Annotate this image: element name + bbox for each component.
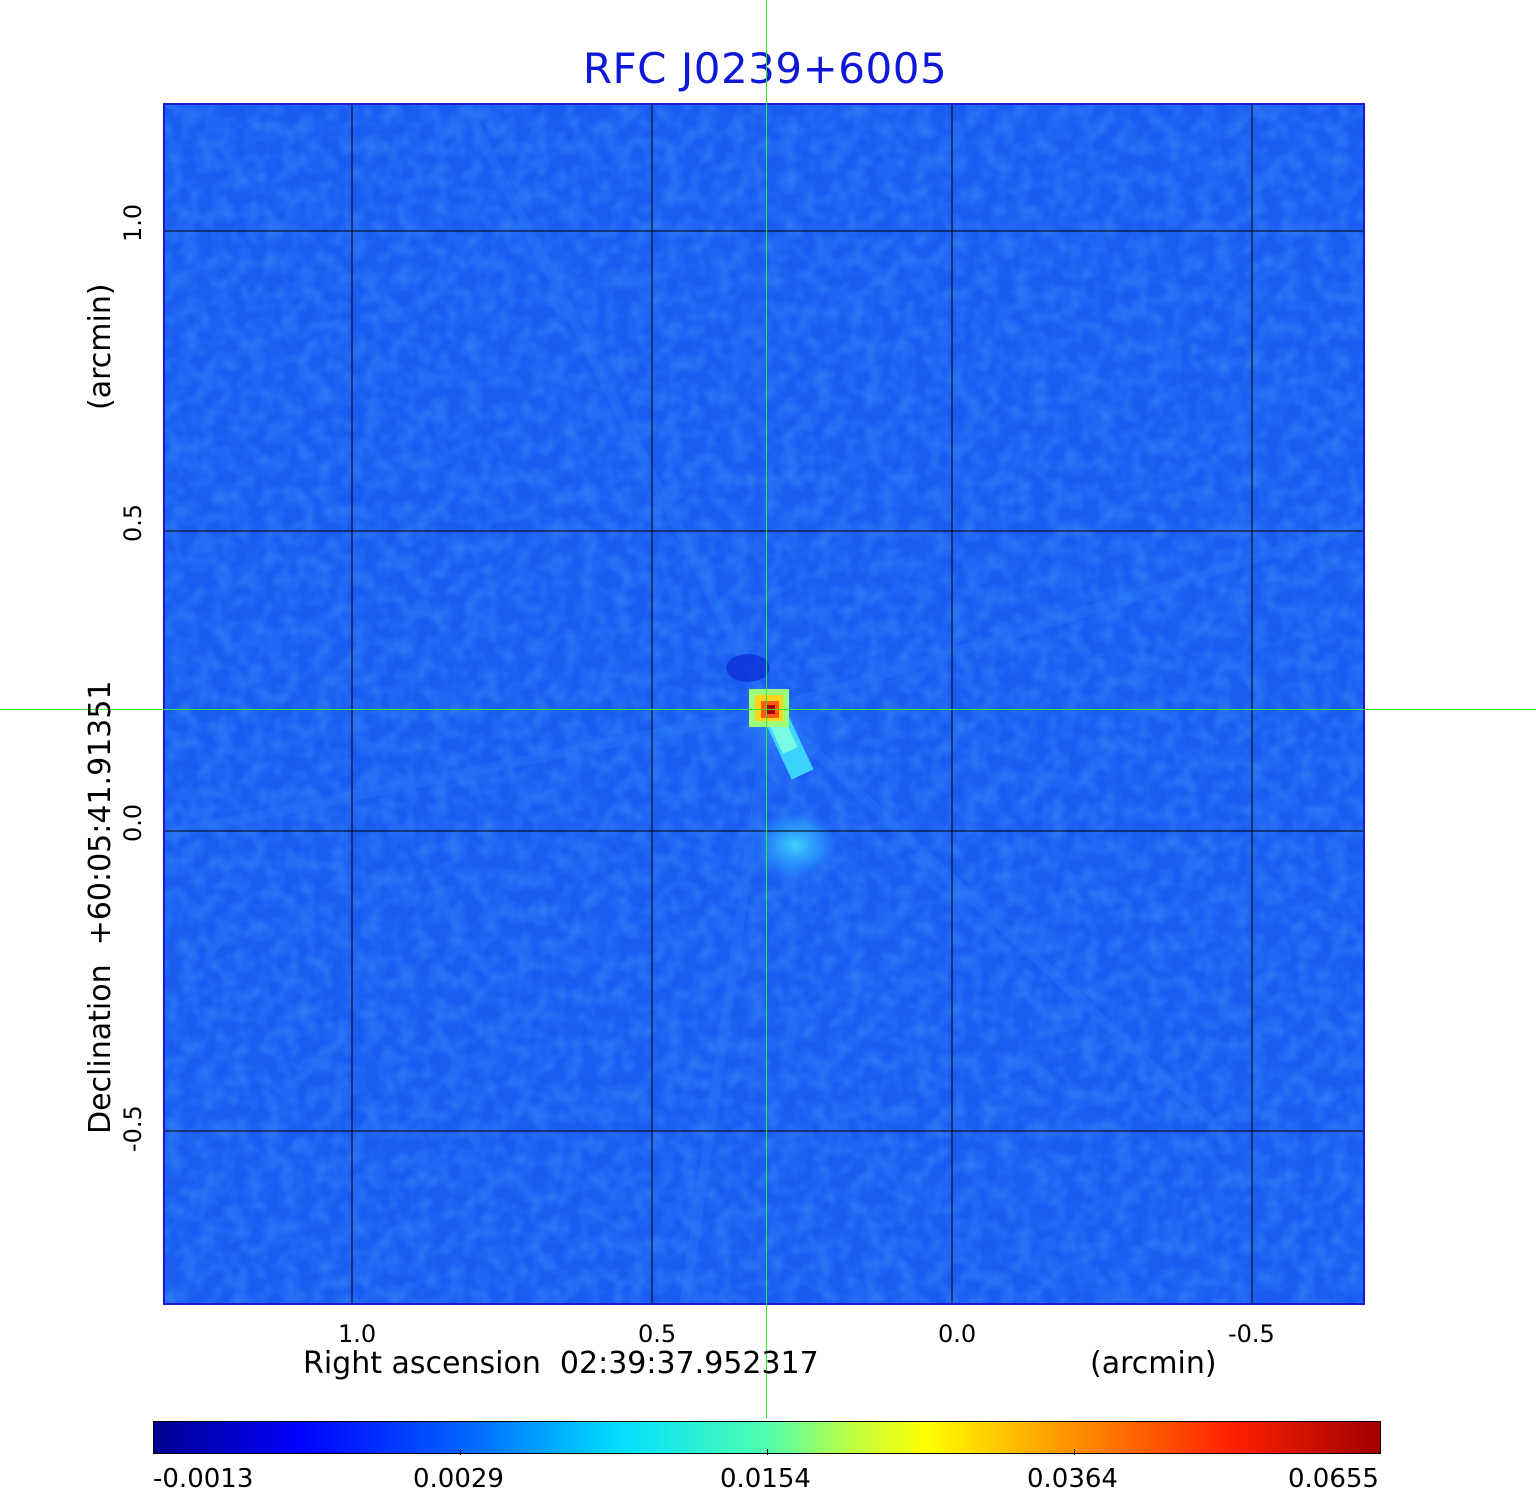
negative-lobe — [726, 654, 770, 682]
colorbar-tick — [460, 1449, 461, 1455]
x-tick-label: 1.0 — [338, 1320, 377, 1348]
y-tick-label: 0.5 — [119, 503, 147, 542]
y-axis-unit: (arcmin) — [83, 283, 118, 410]
radio-image — [165, 105, 1363, 1303]
colorbar-tick — [767, 1449, 768, 1455]
x-axis-unit: (arcmin) — [1090, 1346, 1217, 1381]
radio-image-panel[interactable] — [163, 103, 1365, 1305]
sidelobe-streaks — [165, 105, 1363, 1303]
colorbar-label: 0.0029 — [413, 1464, 504, 1494]
y-tick-label: 1.0 — [119, 203, 147, 242]
x-tick-label: -0.5 — [1228, 1320, 1275, 1348]
crosshair-horizontal — [0, 709, 1536, 710]
colorbar-label: 0.0154 — [720, 1464, 811, 1494]
x-tick-label: 0.0 — [938, 1320, 977, 1348]
extended-emission — [747, 805, 843, 885]
x-tick-label: 0.5 — [638, 1320, 677, 1348]
colorbar-label: 0.0655 — [1288, 1464, 1379, 1494]
plot-title: RFC J0239+6005 — [582, 44, 948, 93]
y-axis-label: Declination +60:05:41.91351 — [83, 680, 118, 1134]
colorbar-label: -0.0013 — [153, 1464, 254, 1494]
colorbar-tick — [1074, 1449, 1075, 1455]
y-tick-label: -0.5 — [119, 1105, 147, 1152]
y-tick-label: 0.0 — [119, 803, 147, 842]
grid — [165, 105, 1363, 1303]
jet — [765, 713, 814, 780]
colorbar-label: 0.0364 — [1027, 1464, 1118, 1494]
x-axis-label: Right ascension 02:39:37.952317 — [303, 1346, 819, 1381]
